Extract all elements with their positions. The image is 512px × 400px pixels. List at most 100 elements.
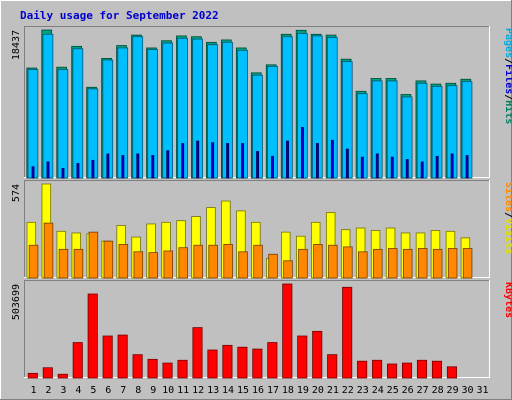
x-tick-label: 28 <box>432 385 444 396</box>
bar-files <box>151 155 155 179</box>
bar-sites <box>88 231 99 279</box>
chart-title: Daily usage for September 2022 <box>20 9 219 22</box>
bar-kbytes <box>282 283 293 379</box>
bar-sites <box>58 248 69 279</box>
panels-layer: 18437Pages/Files/Hits574Sites/Visits5036… <box>11 26 512 379</box>
bar-sites <box>118 244 129 279</box>
legend-entry: / <box>503 212 512 218</box>
bar-files <box>345 148 349 179</box>
bar-files <box>286 140 289 179</box>
x-axis: 1 2 3 4 5 6 7 8 9 10 11 12 13 14 15 16 17 18 19 20 21 22 23 24 2… <box>30 385 488 396</box>
x-tick-label: 12 <box>192 385 204 396</box>
bar-sites <box>223 244 233 279</box>
bar-files <box>226 143 230 179</box>
x-tick-label: 23 <box>357 385 369 396</box>
panel-max-label: 503699 <box>11 284 22 320</box>
bar-kbytes <box>327 354 338 379</box>
bar-files <box>91 159 95 179</box>
panel-bars <box>26 183 473 279</box>
bar-sites <box>373 248 383 279</box>
bar-sites <box>73 248 84 279</box>
x-tick-label: 30 <box>462 385 474 396</box>
bar-pages <box>27 69 39 179</box>
legend-entry: Sites <box>503 182 512 212</box>
x-tick-label: 10 <box>162 385 174 396</box>
x-tick-label: 2 <box>45 385 51 396</box>
x-tick-label: 6 <box>105 385 111 396</box>
bar-kbytes <box>446 366 457 379</box>
bar-files <box>61 167 65 179</box>
x-tick-label: 7 <box>120 385 126 396</box>
bar-kbytes <box>192 327 203 379</box>
bar-sites <box>238 251 248 279</box>
panel-max-label: 18437 <box>11 30 22 60</box>
bar-files <box>301 127 304 179</box>
bar-sites <box>208 244 218 279</box>
x-tick-label: 24 <box>372 385 384 396</box>
bar-files <box>211 142 215 179</box>
bar-files <box>360 156 364 179</box>
bar-files <box>405 159 409 179</box>
bar-kbytes <box>87 293 98 379</box>
legend-entry: Hits <box>503 100 512 124</box>
bar-files <box>450 153 454 179</box>
bar-sites <box>283 260 293 279</box>
bar-kbytes <box>102 335 113 379</box>
panel-bars <box>26 29 473 179</box>
legend-entry: Pages <box>503 28 512 58</box>
x-tick-label: 13 <box>207 385 219 396</box>
bar-kbytes <box>387 363 398 379</box>
legend-entry: KBytes <box>503 282 512 318</box>
x-tick-label: 11 <box>177 385 189 396</box>
panel-side-legend: Pages/Files/Hits <box>503 28 512 124</box>
panel-bottom: 503699 KBytes <box>11 280 512 379</box>
bar-kbytes <box>42 367 53 379</box>
bar-sites <box>178 247 188 279</box>
bar-kbytes <box>207 349 218 379</box>
bar-kbytes <box>27 372 38 379</box>
bar-sites <box>462 248 473 279</box>
bar-sites <box>343 246 353 279</box>
bar-files <box>390 156 394 179</box>
bar-sites <box>253 244 263 279</box>
bar-kbytes <box>372 359 383 379</box>
bar-files <box>136 153 140 179</box>
bar-files <box>196 140 200 179</box>
bar-files <box>330 139 334 179</box>
bar-sites <box>358 251 368 279</box>
x-tick-label: 26 <box>402 385 414 396</box>
bar-sites <box>328 244 338 279</box>
bar-files <box>31 166 35 179</box>
bar-files <box>375 153 379 179</box>
bar-kbytes <box>401 362 413 379</box>
x-tick-label: 5 <box>90 385 96 396</box>
bar-kbytes <box>147 358 158 379</box>
x-tick-label: 27 <box>417 385 429 396</box>
bar-kbytes <box>431 360 443 379</box>
bar-sites <box>103 240 114 279</box>
bar-kbytes <box>162 362 173 379</box>
legend-entry: / <box>503 58 512 64</box>
bar-sites <box>417 248 428 279</box>
bar-files <box>271 155 274 179</box>
x-tick-label: 29 <box>447 385 459 396</box>
bar-kbytes <box>312 330 323 379</box>
x-tick-label: 1 <box>30 385 36 396</box>
bar-kbytes <box>237 346 248 379</box>
bar-pages <box>42 33 54 179</box>
x-tick-label: 17 <box>267 385 279 396</box>
bar-files <box>420 161 424 179</box>
bar-sites <box>28 244 39 279</box>
x-tick-label: 18 <box>282 385 294 396</box>
legend-entry: Visits <box>503 218 512 254</box>
bar-kbytes <box>297 335 308 379</box>
bar-kbytes <box>177 359 188 379</box>
bar-files <box>121 155 125 179</box>
x-tick-label: 4 <box>75 385 81 396</box>
x-tick-label: 25 <box>387 385 399 396</box>
x-tick-label: 31 <box>476 385 488 396</box>
x-tick-label: 22 <box>342 385 354 396</box>
